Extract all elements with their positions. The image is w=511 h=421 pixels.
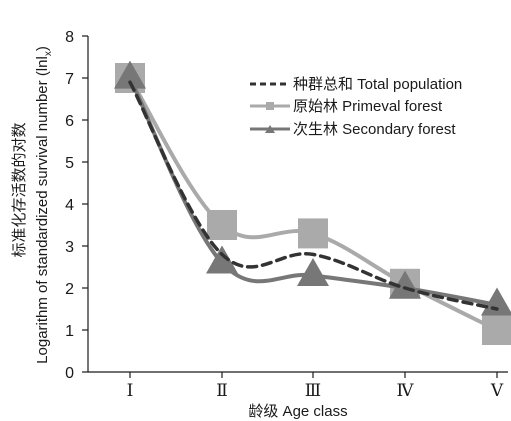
y-axis-title-en-end: ): [34, 46, 51, 51]
x-tick-label: Ⅲ: [305, 381, 321, 400]
legend-marker-secondary: [265, 125, 275, 133]
x-ticks: Ⅰ Ⅱ Ⅲ Ⅳ Ⅴ: [127, 372, 504, 400]
legend-label-primeval: 原始林 Primeval forest: [293, 98, 443, 115]
data-point: [482, 315, 511, 345]
data-point: [207, 210, 237, 240]
y-tick-label: 0: [65, 365, 74, 382]
x-axis-title: 龄级 Age class: [248, 403, 347, 420]
x-tick-label: Ⅰ: [127, 381, 134, 400]
data-point: [206, 245, 238, 274]
legend: 种群总和 Total population 原始林 Primeval fores…: [250, 76, 462, 138]
y-tick-label: 5: [65, 155, 74, 172]
legend-item-total: 种群总和 Total population: [250, 76, 462, 93]
y-tick-label: 1: [65, 323, 74, 340]
legend-item-secondary: 次生林 Secondary forest: [250, 121, 456, 138]
data-point: [114, 60, 146, 89]
y-axis-title-en: Logarithm of standardized survival numbe…: [34, 46, 54, 364]
y-tick-label: 2: [65, 281, 74, 298]
y-tick-label: 3: [65, 239, 74, 256]
series-line: [128, 80, 499, 311]
x-tick-label: Ⅱ: [216, 381, 228, 400]
y-axis-title-en-sub: x: [43, 51, 54, 56]
data-point: [298, 218, 328, 249]
x-tick-label: Ⅴ: [490, 381, 504, 400]
y-tick-label: 4: [65, 197, 74, 214]
y-axis-title-en-main: Logarithm of standardized survival numbe…: [34, 56, 51, 364]
series-0: [128, 80, 499, 311]
legend-label-total: 种群总和 Total population: [293, 76, 462, 93]
data-point: [297, 258, 329, 287]
data-point: [481, 287, 511, 316]
series-layer: [114, 60, 511, 345]
y-axis-title-cn: 标准化存活数的对数: [11, 122, 28, 257]
x-tick-label: Ⅳ: [397, 381, 415, 400]
y-ticks: 0 1 2 3 4 5 6 7 8: [65, 29, 88, 382]
legend-marker-primeval: [266, 102, 274, 110]
y-tick-label: 8: [65, 29, 74, 46]
legend-label-secondary: 次生林 Secondary forest: [293, 121, 456, 138]
legend-item-primeval: 原始林 Primeval forest: [250, 98, 443, 115]
y-tick-label: 6: [65, 113, 74, 130]
y-tick-label: 7: [65, 71, 74, 88]
